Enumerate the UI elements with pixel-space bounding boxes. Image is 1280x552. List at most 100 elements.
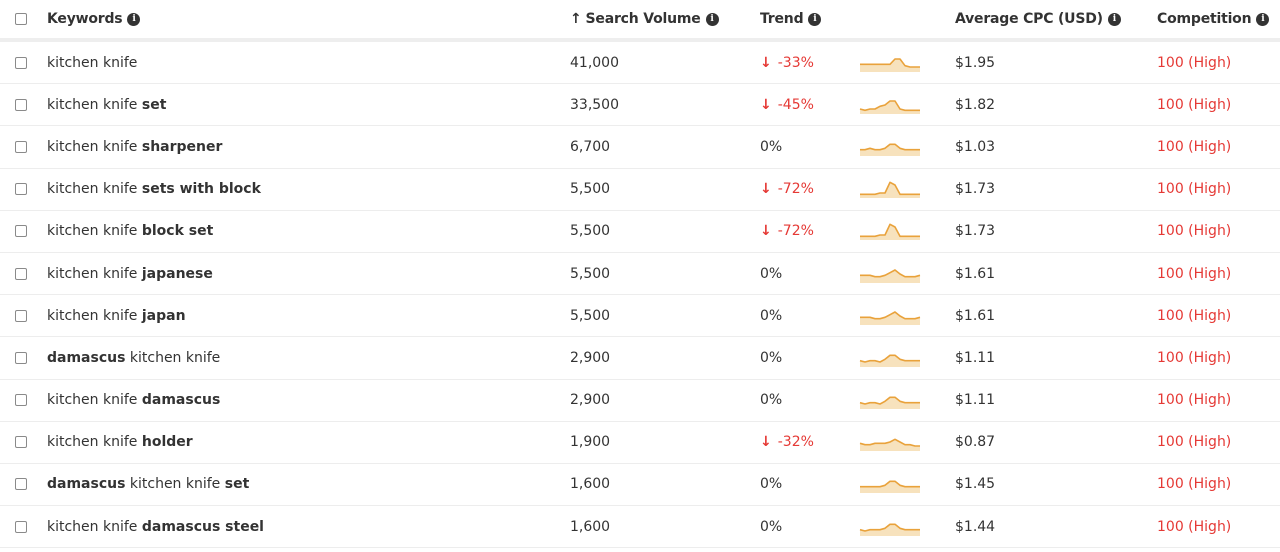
trend-value: 0%	[760, 307, 783, 324]
row-select-cell	[15, 211, 31, 252]
trend-sparkline	[858, 380, 922, 421]
sparkline-chart	[859, 354, 920, 367]
row-checkbox[interactable]	[15, 183, 27, 196]
column-header-trend[interactable]: Trend i	[760, 0, 822, 38]
table-row[interactable]: kitchen knife sets with block 5,500 ↓ -72…	[0, 169, 1280, 211]
row-checkbox[interactable]	[15, 478, 27, 491]
search-volume-cell: 5,500	[570, 265, 611, 282]
keywords-header-label: Keywords	[47, 11, 123, 27]
column-header-average-cpc[interactable]: Average CPC (USD) i	[955, 0, 1121, 38]
table-row[interactable]: kitchen knife japan 5,500 0% $1.61 100 (…	[0, 295, 1280, 338]
row-select-cell	[15, 42, 31, 83]
row-checkbox[interactable]	[15, 98, 27, 111]
keyword-plain-part: kitchen knife	[129, 349, 221, 366]
trend-sparkline	[858, 295, 922, 336]
column-header-search-volume[interactable]: ↑ Search Volume i	[570, 0, 719, 38]
search-volume-cell: 1,900	[570, 434, 611, 451]
keyword-bold-part: sharpener	[141, 138, 223, 155]
sparkline-chart	[859, 396, 920, 410]
arrow-down-icon: ↓	[760, 54, 772, 71]
trend-cell: 0%	[760, 253, 782, 294]
keyword-bold-part: japanese	[141, 265, 213, 282]
keyword-cell: damascus kitchen knife set	[47, 464, 249, 505]
keyword-bold-part: damascus	[47, 476, 126, 493]
row-checkbox[interactable]	[15, 351, 27, 364]
row-select-cell	[15, 253, 31, 294]
keyword-plain-part: kitchen knife	[47, 434, 138, 451]
info-icon[interactable]: i	[127, 12, 141, 26]
sparkline-chart	[860, 310, 921, 325]
row-checkbox[interactable]	[15, 267, 27, 280]
sparkline-chart	[860, 480, 920, 494]
trend-sparkline	[858, 42, 922, 83]
sparkline-chart	[859, 438, 920, 452]
column-header-competition[interactable]: Competition i	[1157, 0, 1270, 38]
trend-cell: ↓ -72%	[760, 211, 814, 252]
table-header: Keywords i ↑ Search Volume i Trend i Ave…	[0, 0, 1280, 42]
arrow-down-icon: ↓	[760, 434, 772, 451]
competition-cell: 100 (High)	[1157, 54, 1232, 71]
average-cpc-cell: $1.03	[955, 138, 996, 155]
trend-value: 0%	[760, 349, 783, 366]
info-icon[interactable]: i	[1107, 12, 1121, 26]
keyword-bold-part: damascus steel	[141, 518, 264, 535]
table-body: kitchen knife 41,000 ↓ -33% $1.95 100 (Hi…	[0, 42, 1280, 549]
trend-header-label: Trend	[760, 11, 804, 27]
select-all-checkbox[interactable]	[15, 13, 27, 25]
sparkline-chart	[859, 523, 920, 536]
column-header-keywords[interactable]: Keywords i	[47, 0, 141, 38]
keyword-bold-part: holder	[141, 434, 193, 451]
arrow-down-icon: ↓	[760, 181, 772, 198]
row-checkbox[interactable]	[15, 56, 27, 69]
table-row[interactable]: kitchen knife sharpener 6,700 0% $1.03 1…	[0, 126, 1280, 169]
competition-cell: 100 (High)	[1157, 138, 1232, 155]
search-volume-cell: 5,500	[570, 307, 611, 324]
trend-value: 0%	[760, 392, 783, 409]
trend-cell: 0%	[760, 126, 782, 167]
table-row[interactable]: kitchen knife damascus 2,900 0% $1.11 10…	[0, 380, 1280, 422]
keyword-cell: kitchen knife japan	[47, 295, 186, 336]
trend-cell: ↓ -72%	[760, 169, 814, 210]
row-checkbox[interactable]	[15, 394, 27, 407]
info-icon[interactable]: i	[1256, 12, 1270, 26]
table-row[interactable]: damascus kitchen knife 2,900 0% $1.11 10…	[0, 337, 1280, 380]
row-checkbox[interactable]	[15, 436, 27, 449]
trend-cell: ↓ -33%	[760, 42, 814, 83]
keyword-plain-part: kitchen knife	[47, 392, 138, 409]
trend-value: -72%	[777, 181, 814, 198]
search-volume-cell: 2,900	[570, 392, 611, 409]
trend-sparkline	[858, 126, 922, 167]
keyword-plain-part: kitchen knife	[47, 518, 138, 535]
competition-cell: 100 (High)	[1157, 476, 1232, 493]
table-row[interactable]: kitchen knife block set 5,500 ↓ -72% $1.7…	[0, 211, 1280, 253]
search-volume-cell: 33,500	[570, 96, 619, 113]
row-checkbox[interactable]	[15, 140, 27, 153]
average-cpc-cell: $1.45	[955, 476, 996, 493]
info-icon[interactable]: i	[808, 12, 822, 26]
keyword-cell: kitchen knife	[47, 42, 142, 83]
keyword-plain-part: kitchen knife	[47, 181, 138, 198]
table-row[interactable]: kitchen knife set 33,500 ↓ -45% $1.82 100…	[0, 84, 1280, 127]
trend-sparkline	[858, 422, 922, 463]
table-row[interactable]: kitchen knife japanese 5,500 0% $1.61 10…	[0, 253, 1280, 296]
competition-cell: 100 (High)	[1157, 265, 1232, 282]
keyword-cell: kitchen knife damascus	[47, 380, 220, 421]
keyword-cell: kitchen knife block set	[47, 211, 213, 252]
average-cpc-cell: $1.11	[955, 349, 996, 366]
sparkline-chart	[860, 143, 920, 156]
table-row[interactable]: damascus kitchen knife set 1,600 0% $1.4…	[0, 464, 1280, 507]
table-row[interactable]: kitchen knife damascus steel 1,600 0% $1…	[0, 506, 1280, 549]
search-volume-cell: 6,700	[570, 138, 611, 155]
row-checkbox[interactable]	[15, 309, 27, 322]
row-checkbox[interactable]	[15, 225, 27, 238]
trend-value: 0%	[760, 476, 783, 493]
table-row[interactable]: kitchen knife 41,000 ↓ -33% $1.95 100 (Hi…	[0, 42, 1280, 85]
row-checkbox[interactable]	[15, 520, 27, 533]
keyword-cell: kitchen knife japanese	[47, 253, 213, 294]
table-row[interactable]: kitchen knife holder 1,900 ↓ -32% $0.87 1…	[0, 422, 1280, 464]
info-icon[interactable]: i	[705, 12, 719, 26]
select-all-cell	[15, 0, 31, 38]
competition-header-label: Competition	[1157, 11, 1252, 27]
sparkline-chart	[860, 223, 920, 241]
row-select-cell	[15, 126, 31, 167]
